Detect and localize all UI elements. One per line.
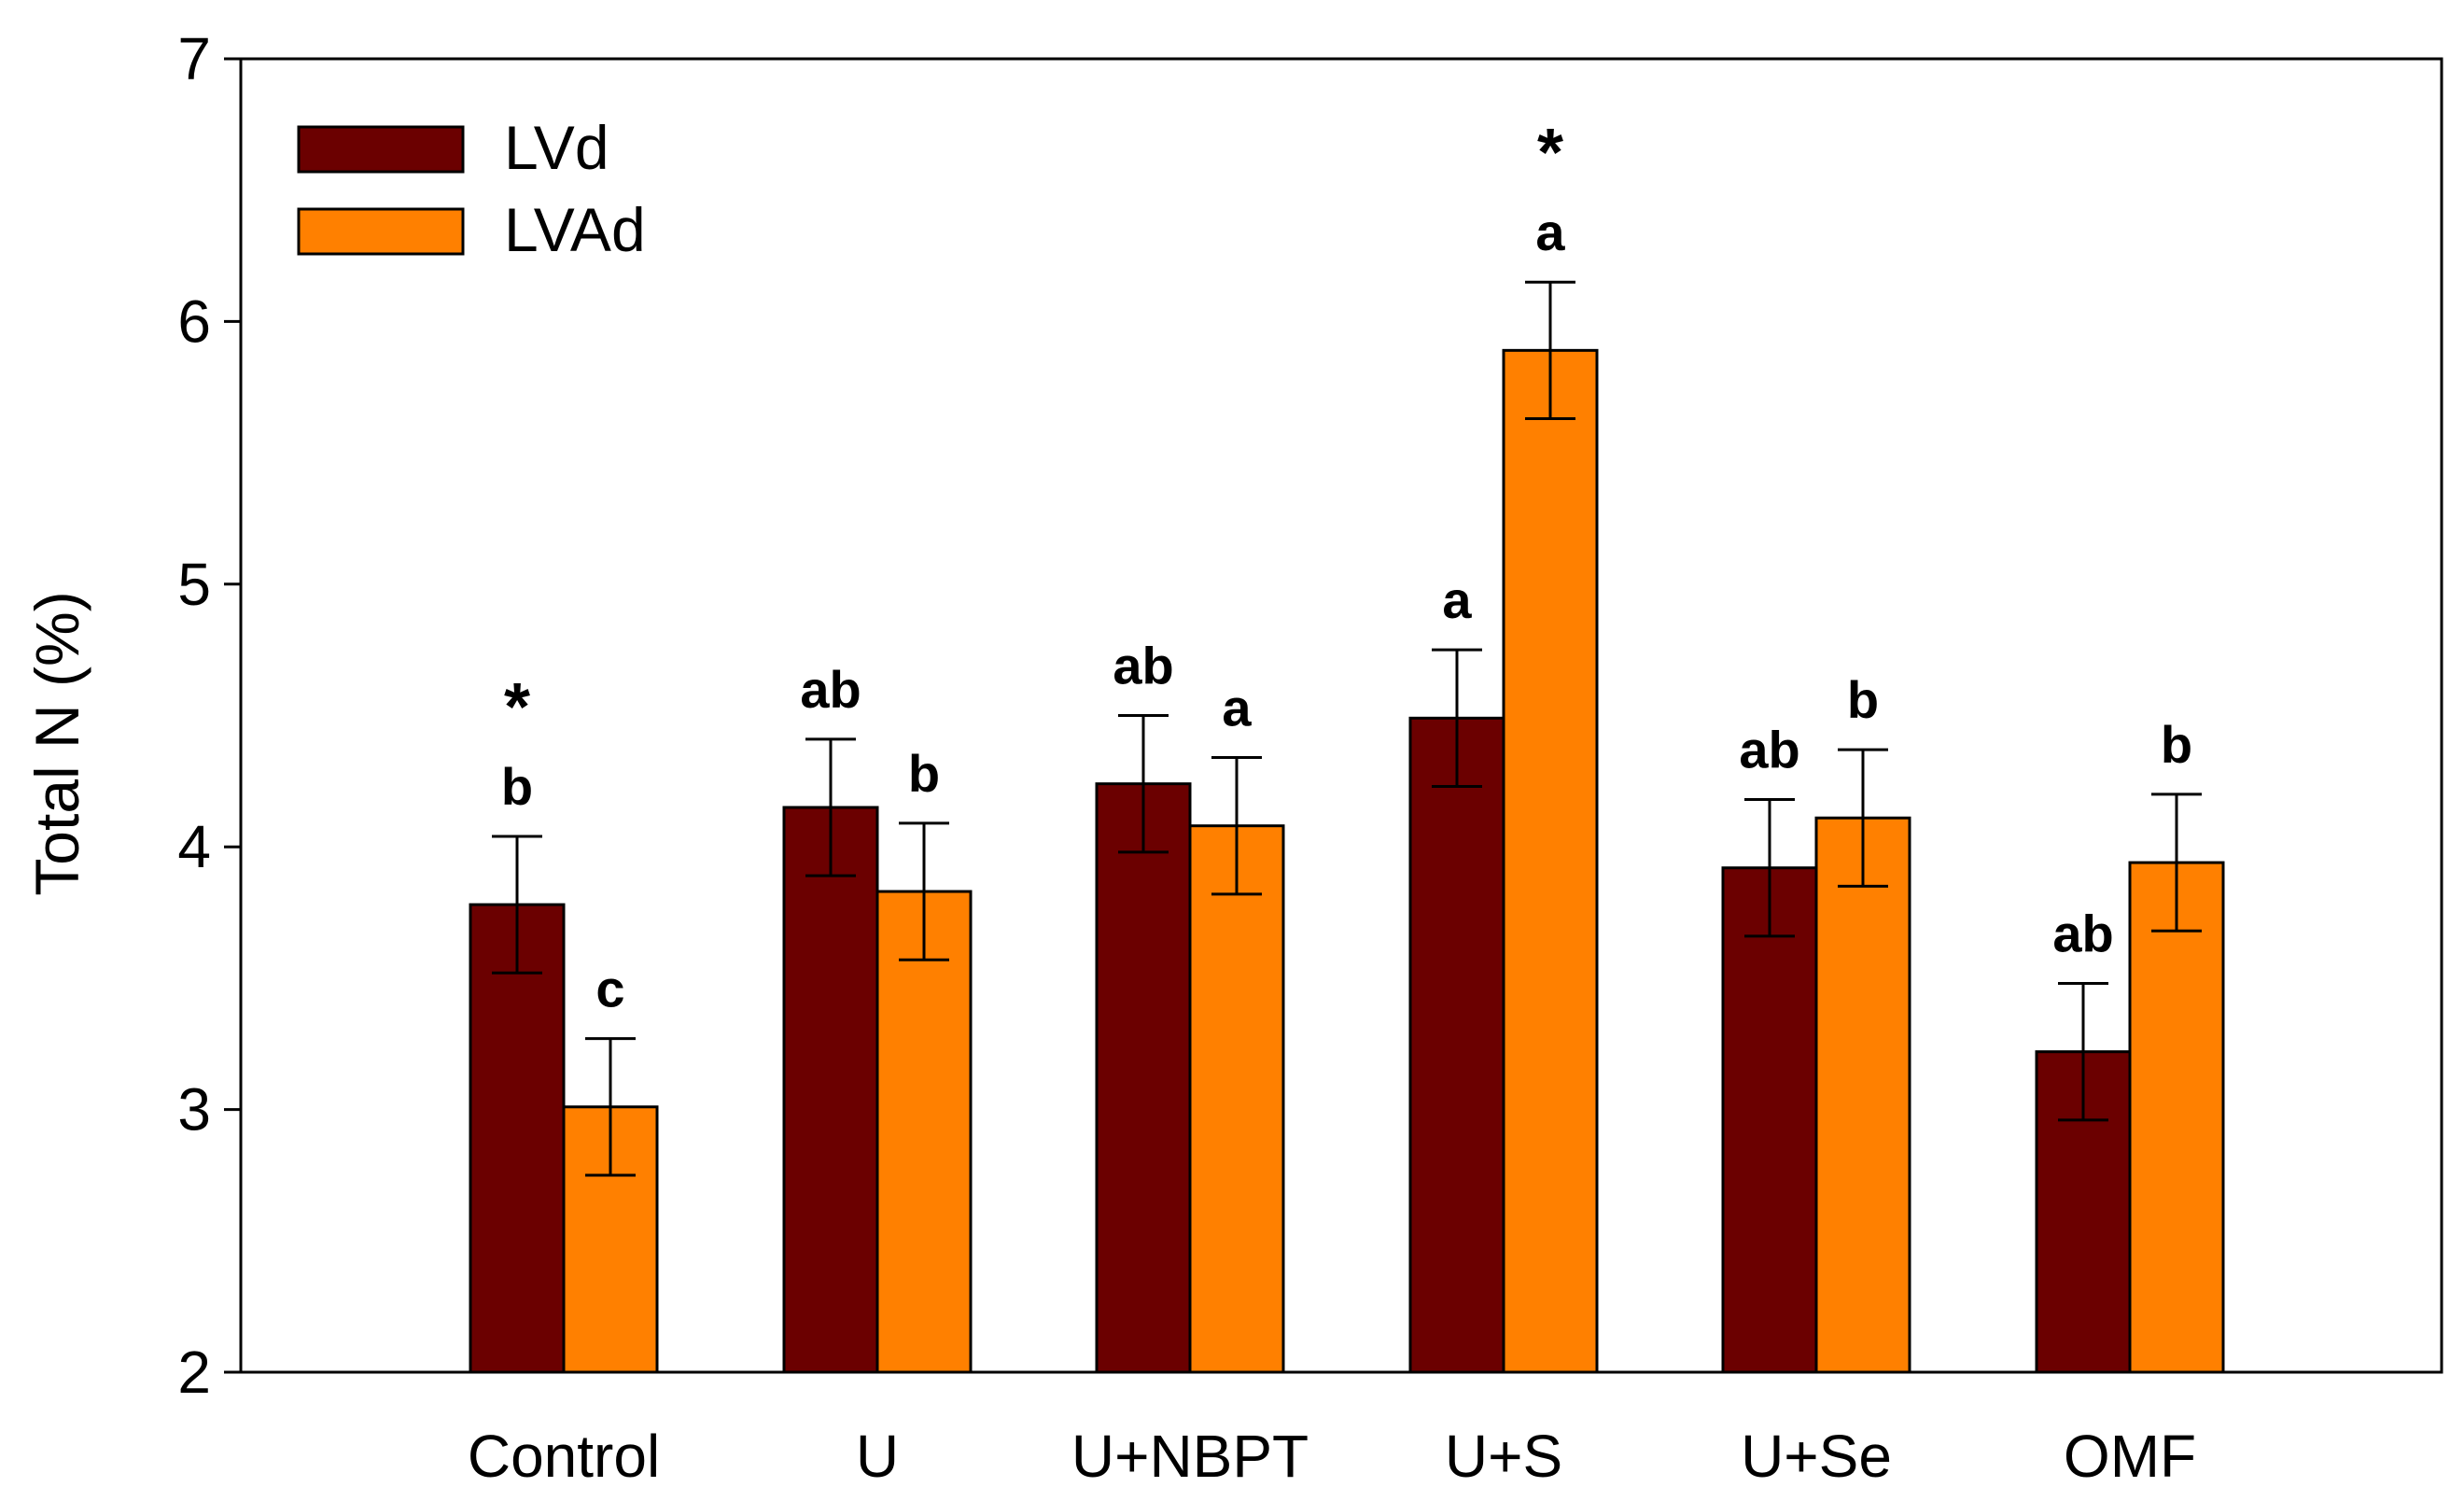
bar-lvad [1188,824,1285,1374]
y-tick-label: 4 [177,813,211,880]
significance-letter: ab [2052,905,2113,963]
legend-label-lvad: LVAd [504,195,646,264]
significance-star: * [504,670,530,745]
significance-letter: b [1847,670,1879,729]
bar-lvd [1095,782,1192,1374]
significance-star: * [1537,116,1563,190]
significance-letter: b [908,744,940,803]
legend-swatch-lvd [297,125,465,174]
significance-letter: b [501,757,533,816]
bar-lvad [2128,861,2225,1374]
x-tick-label: U+NBPT [1071,1423,1309,1487]
legend-label-lvd: LVd [504,113,609,182]
y-tick-label: 3 [177,1076,211,1143]
bar-lvd [1408,716,1505,1374]
y-tick-label: 5 [177,551,211,618]
y-axis-title: Total N (%) [22,591,91,895]
x-tick-label: OMF [2064,1423,2196,1487]
legend-swatch-lvad [297,207,465,256]
y-tick-label: 2 [177,1339,211,1406]
bar-lvad [1502,348,1599,1374]
plot-frame [239,57,2443,1374]
legend: LVd LVAd [297,113,646,264]
significance-letter: a [1535,203,1565,261]
significance-letter: c [595,960,624,1018]
x-tick-label: U [856,1423,899,1487]
x-tick-label: Control [468,1423,660,1487]
bar-lvad [1814,816,1911,1374]
significance-letter: a [1222,679,1252,737]
bar-lvad [875,890,973,1374]
bar-lvd [782,806,879,1374]
y-tick-label: 6 [177,288,211,355]
significance-letter: a [1442,570,1472,629]
bar-lvd [469,903,566,1374]
x-tick-label: U+S [1445,1423,1562,1487]
bar-lvd [1721,866,1818,1374]
significance-letter: ab [800,660,861,719]
significance-letter: ab [1739,721,1799,779]
y-tick-label: 7 [177,25,211,92]
x-tick-label: U+Se [1741,1423,1892,1487]
significance-letter: ab [1113,637,1173,695]
significance-letter: b [2161,715,2192,774]
